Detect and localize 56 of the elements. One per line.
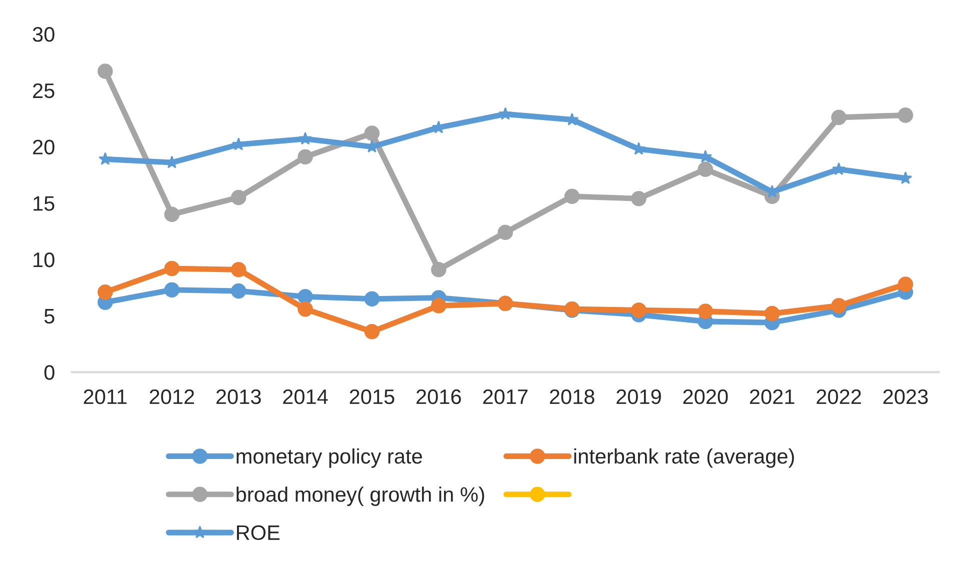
x-tick-label: 2011 [84,389,127,404]
point [631,190,646,206]
y-tick-label: 30 [32,27,54,42]
legend-label: monetary policy rate [236,448,422,468]
x-tick-label: 2013 [216,389,261,404]
x-tick-label: 2022 [816,389,861,404]
point [230,283,246,299]
y-tick-label: 20 [33,140,54,155]
point [298,301,313,317]
point [164,282,180,298]
point [764,306,780,322]
point [564,188,580,204]
point [230,262,246,278]
y-tick-label: 10 [34,252,54,268]
point [364,291,380,307]
point [898,276,914,292]
x-tick-label: 2018 [550,389,594,404]
point [230,190,246,206]
point [632,142,646,155]
x-tick-label: 2017 [483,389,528,404]
point [164,206,180,222]
point [498,224,513,240]
point [98,152,112,165]
point [98,64,113,79]
legend-label: interbank rate (average) [574,448,794,468]
point [898,108,914,123]
y-tick-label: 5 [44,309,54,324]
point [431,262,446,278]
point [298,289,313,304]
legend-label: ROE [237,525,280,540]
point [164,260,180,276]
y-tick-label: 0 [44,365,54,380]
x-tick-label: 2023 [883,389,928,404]
point [698,162,714,177]
x-tick-label: 2014 [283,389,328,404]
x-tick-label: 2021 [750,389,794,404]
point [831,298,846,314]
y-tick-label: 25 [33,83,54,98]
x-tick-label: 2016 [416,389,461,404]
x-tick-label: 2012 [150,389,194,404]
x-tick-label: 2015 [350,389,394,404]
point [832,162,846,176]
point [831,110,846,126]
point [298,149,313,165]
point [364,324,380,340]
point [364,126,380,141]
y-tick-label: 15 [34,196,54,211]
x-tick-label: 2020 [683,389,728,404]
point [498,107,512,120]
legend-label: broad money( growth in %) [236,486,484,506]
point [431,298,446,314]
point [98,284,113,300]
x-tick-label: 2019 [616,389,661,404]
point [298,132,312,145]
point [698,304,714,319]
point [631,302,646,318]
